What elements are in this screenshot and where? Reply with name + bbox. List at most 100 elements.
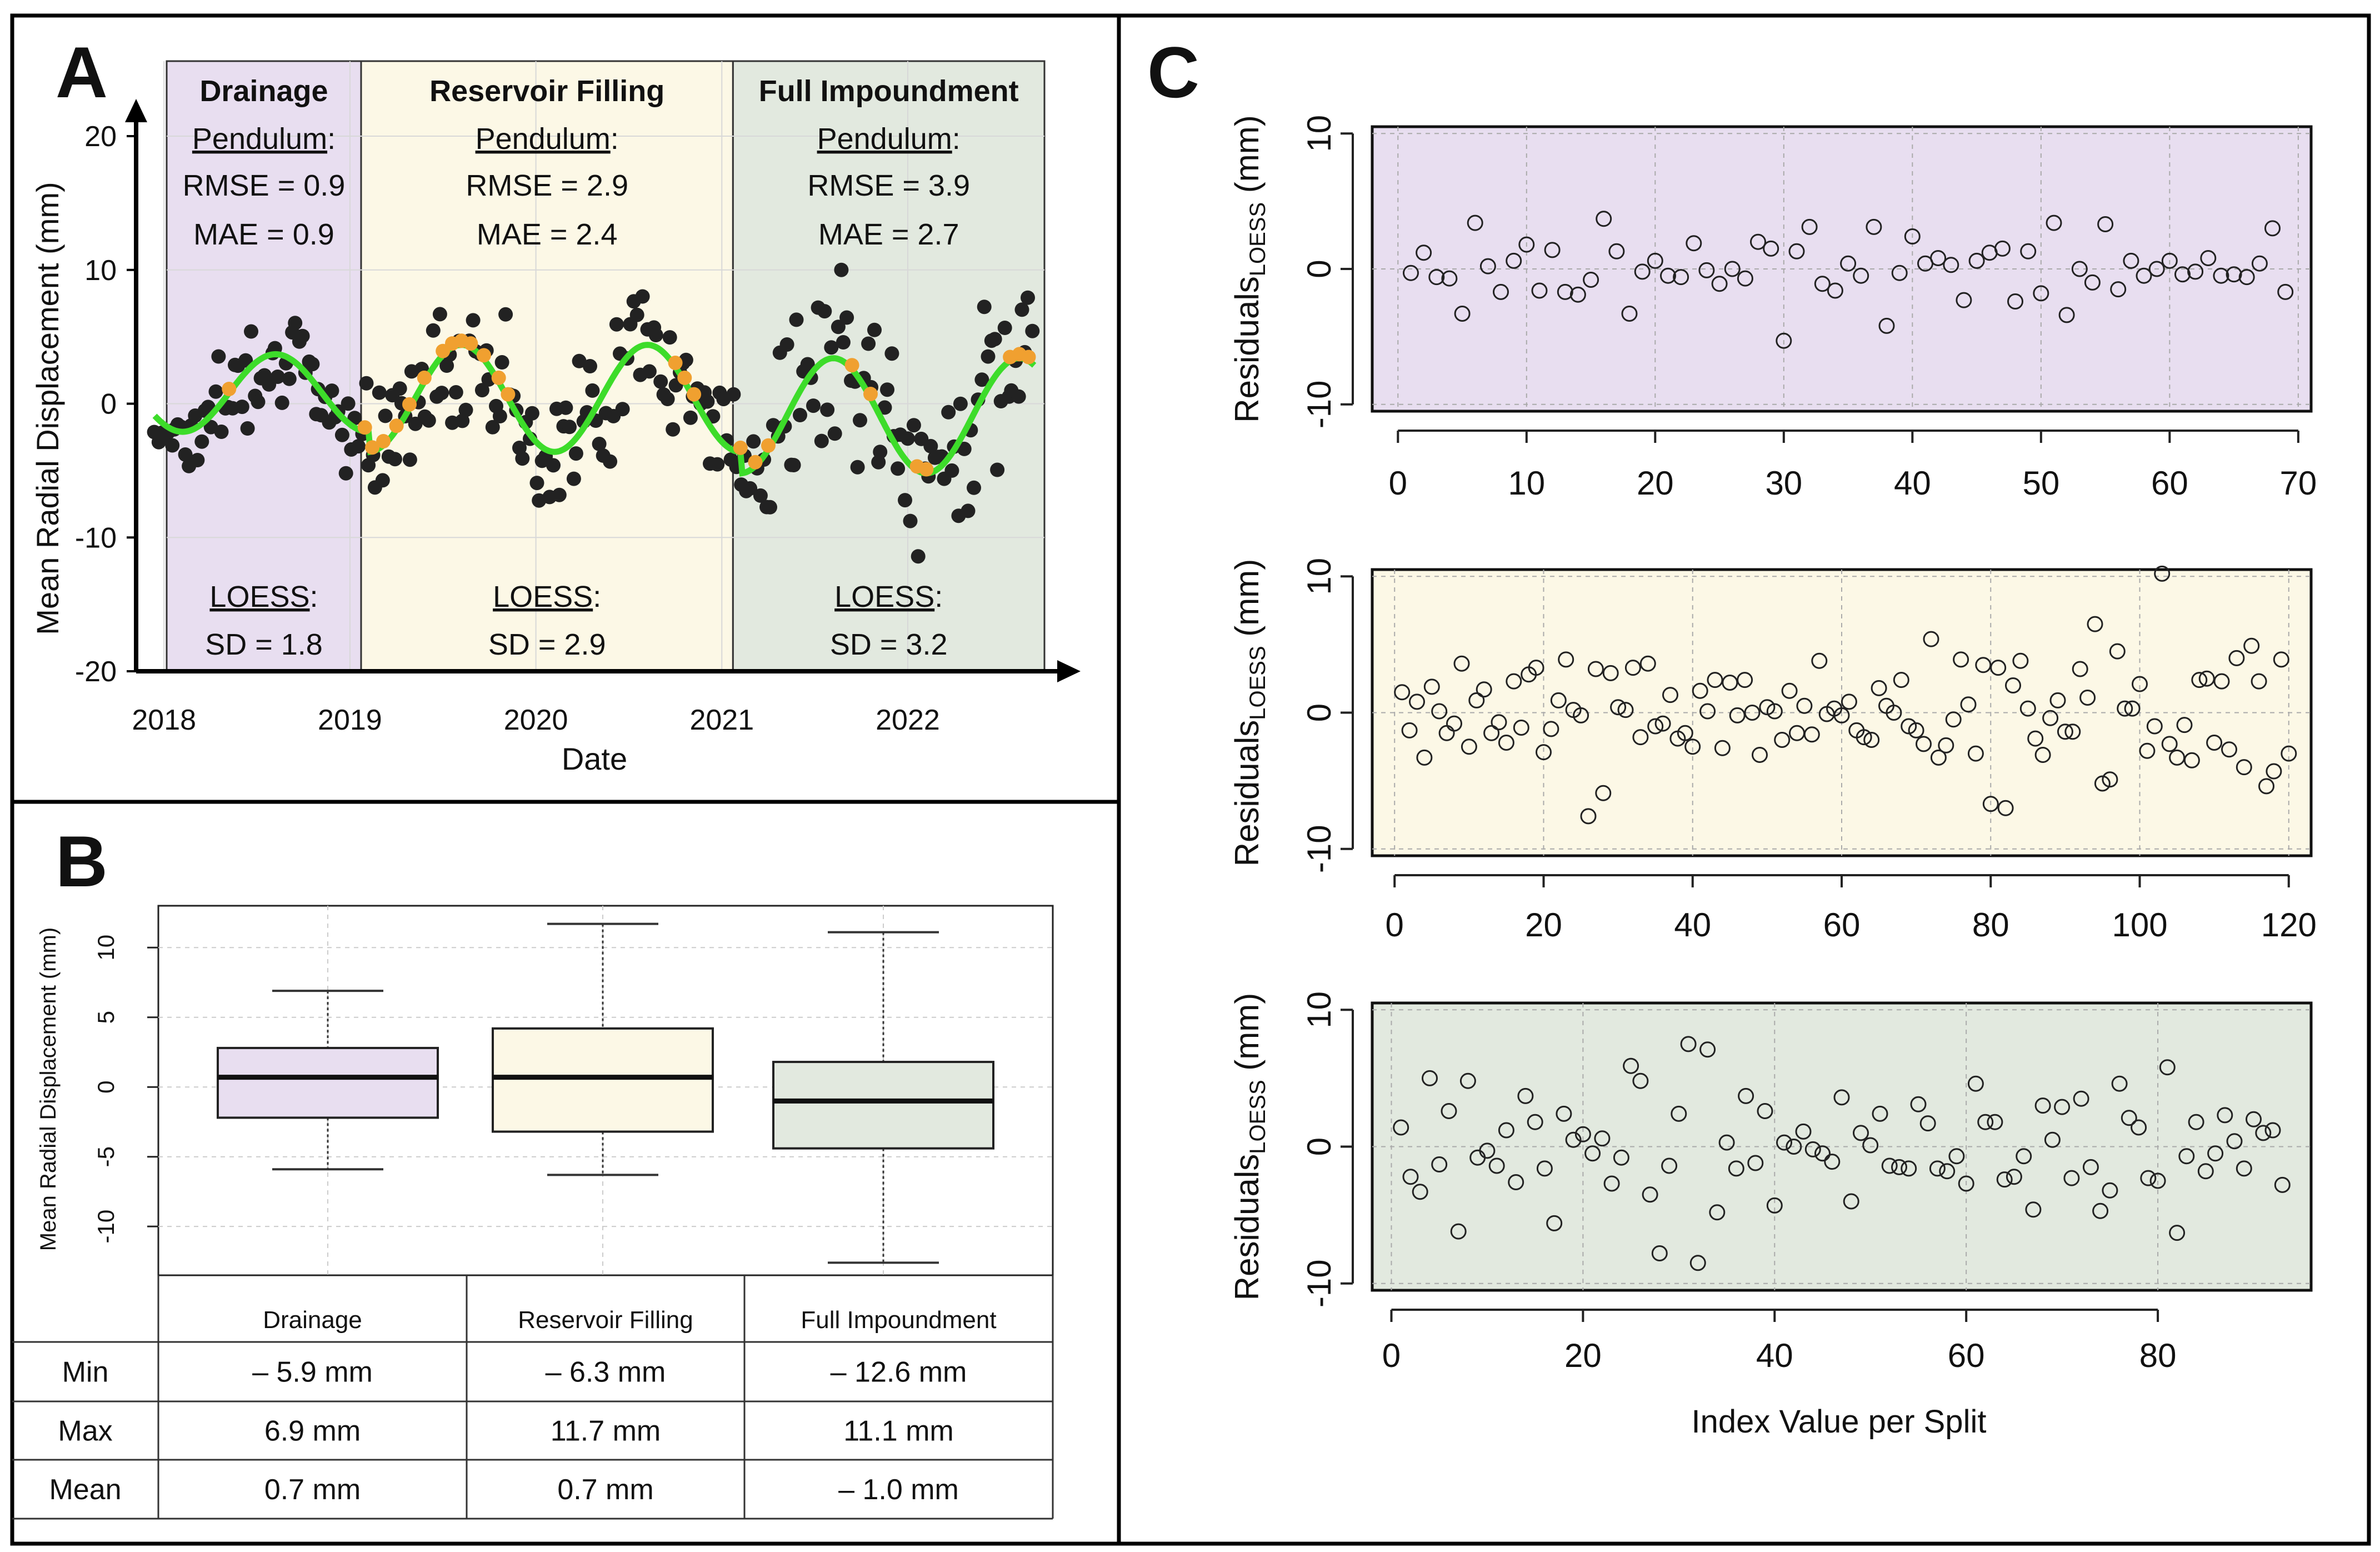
residual-point: [2251, 255, 2268, 272]
residual-point: [2226, 266, 2242, 283]
residual-point: [1550, 692, 1567, 708]
x-tick-label: 2019: [318, 704, 382, 736]
x-tick-label: 20: [1637, 465, 1674, 502]
observed-point: [820, 402, 835, 417]
residual-point: [1661, 1157, 1678, 1174]
residual-point: [2033, 285, 2049, 302]
observed-point: [923, 438, 938, 453]
observed-point: [282, 371, 297, 386]
residual-point: [1416, 749, 1433, 766]
residual-point: [2042, 710, 2059, 726]
observed-point: [900, 431, 915, 446]
residual-point: [1459, 1072, 1476, 1089]
observed-point: [240, 421, 255, 436]
residual-point: [2191, 672, 2208, 688]
residual-plot-frame: [1371, 125, 2313, 413]
residual-point: [1759, 699, 1776, 716]
residual-point: [1901, 718, 1917, 735]
residual-point: [1450, 1223, 1467, 1240]
observed-point: [324, 383, 339, 398]
residual-point: [1967, 745, 1984, 762]
residual-point: [2148, 261, 2165, 277]
observed-point: [378, 408, 393, 423]
mae-label: MAE = 0.9: [193, 218, 334, 251]
observed-point: [238, 353, 253, 368]
residual-point: [2161, 736, 2178, 752]
box: [492, 1027, 714, 1133]
residual-point: [2007, 293, 2023, 310]
observed-point: [458, 402, 473, 417]
residual-point: [2110, 281, 2127, 298]
residual-point: [1416, 244, 1432, 261]
residual-point: [1594, 1130, 1611, 1147]
residual-point: [2178, 1148, 2195, 1165]
y-tick-label: -10: [1301, 825, 1338, 873]
residual-point: [1662, 687, 1678, 703]
residual-point: [1878, 317, 1895, 334]
observed-point: [817, 304, 832, 319]
pendulum-point: [733, 440, 748, 455]
observed-point: [566, 471, 581, 486]
observed-point: [448, 385, 463, 400]
residual-point: [1766, 1197, 1783, 1214]
residual-point: [1853, 267, 1869, 284]
residual-point: [1493, 283, 1509, 300]
x-tick-label: 60: [1948, 1337, 1985, 1374]
residual-point: [1527, 1114, 1543, 1130]
table-row-label: Min: [62, 1356, 109, 1389]
residual-point: [1982, 796, 1999, 812]
residual-point: [2226, 1133, 2243, 1150]
observed-point: [558, 400, 573, 415]
observed-point: [583, 359, 597, 373]
residual-point: [1786, 1139, 1802, 1155]
y-tick-label: -10: [1301, 380, 1338, 428]
residual-point: [2044, 1131, 2061, 1148]
residual-point: [1423, 678, 1440, 695]
residual-point: [2187, 263, 2204, 280]
residual-point: [1724, 261, 1741, 277]
residual-point: [2005, 677, 2021, 693]
residual-point: [2084, 274, 2101, 291]
residual-point: [1698, 262, 1715, 278]
residual-point: [1841, 693, 1857, 710]
residual-point: [1546, 1215, 1563, 1231]
residual-point: [2111, 1075, 2128, 1092]
residual-point: [2274, 1176, 2291, 1193]
residual-point: [1393, 1119, 1409, 1136]
box: [217, 1046, 439, 1119]
rmse-label: RMSE = 0.9: [183, 169, 346, 202]
residual-point: [2140, 1170, 2157, 1186]
residual-point: [2264, 1122, 2281, 1139]
residual-point: [2124, 700, 2141, 717]
residual-point: [2213, 673, 2230, 690]
residual-point: [1623, 1057, 1639, 1074]
residual-point: [2169, 749, 2186, 766]
residual-point: [2071, 261, 2088, 277]
residual-point: [1498, 1122, 1514, 1139]
residual-point: [2139, 742, 2156, 759]
residual-point: [1498, 735, 1514, 751]
c-x-axis-label: Index Value per Split: [1692, 1404, 1987, 1440]
residual-point: [1613, 1149, 1629, 1166]
residual-point: [1923, 631, 1939, 647]
observed-point: [615, 402, 630, 417]
pendulum-point: [919, 462, 934, 477]
y-tick-label: -20: [75, 656, 117, 688]
residual-point: [2006, 1169, 2022, 1185]
pendulum-point: [222, 382, 237, 396]
pendulum-label: Pendulum:: [192, 122, 336, 156]
residual-point: [1584, 1145, 1601, 1162]
y-axis-label: Mean Radial Displacement (mm): [30, 182, 65, 635]
observed-point: [814, 433, 829, 448]
residual-point: [1939, 1163, 1956, 1180]
observed-point: [234, 400, 249, 415]
observed-point: [562, 420, 577, 435]
residual-point: [1673, 269, 1689, 286]
observed-point: [880, 382, 894, 397]
observed-point: [552, 487, 567, 502]
residual-point: [2034, 747, 2051, 763]
residual-point: [1711, 276, 1728, 292]
residual-point: [1750, 233, 1766, 250]
residual-point: [2264, 220, 2281, 237]
